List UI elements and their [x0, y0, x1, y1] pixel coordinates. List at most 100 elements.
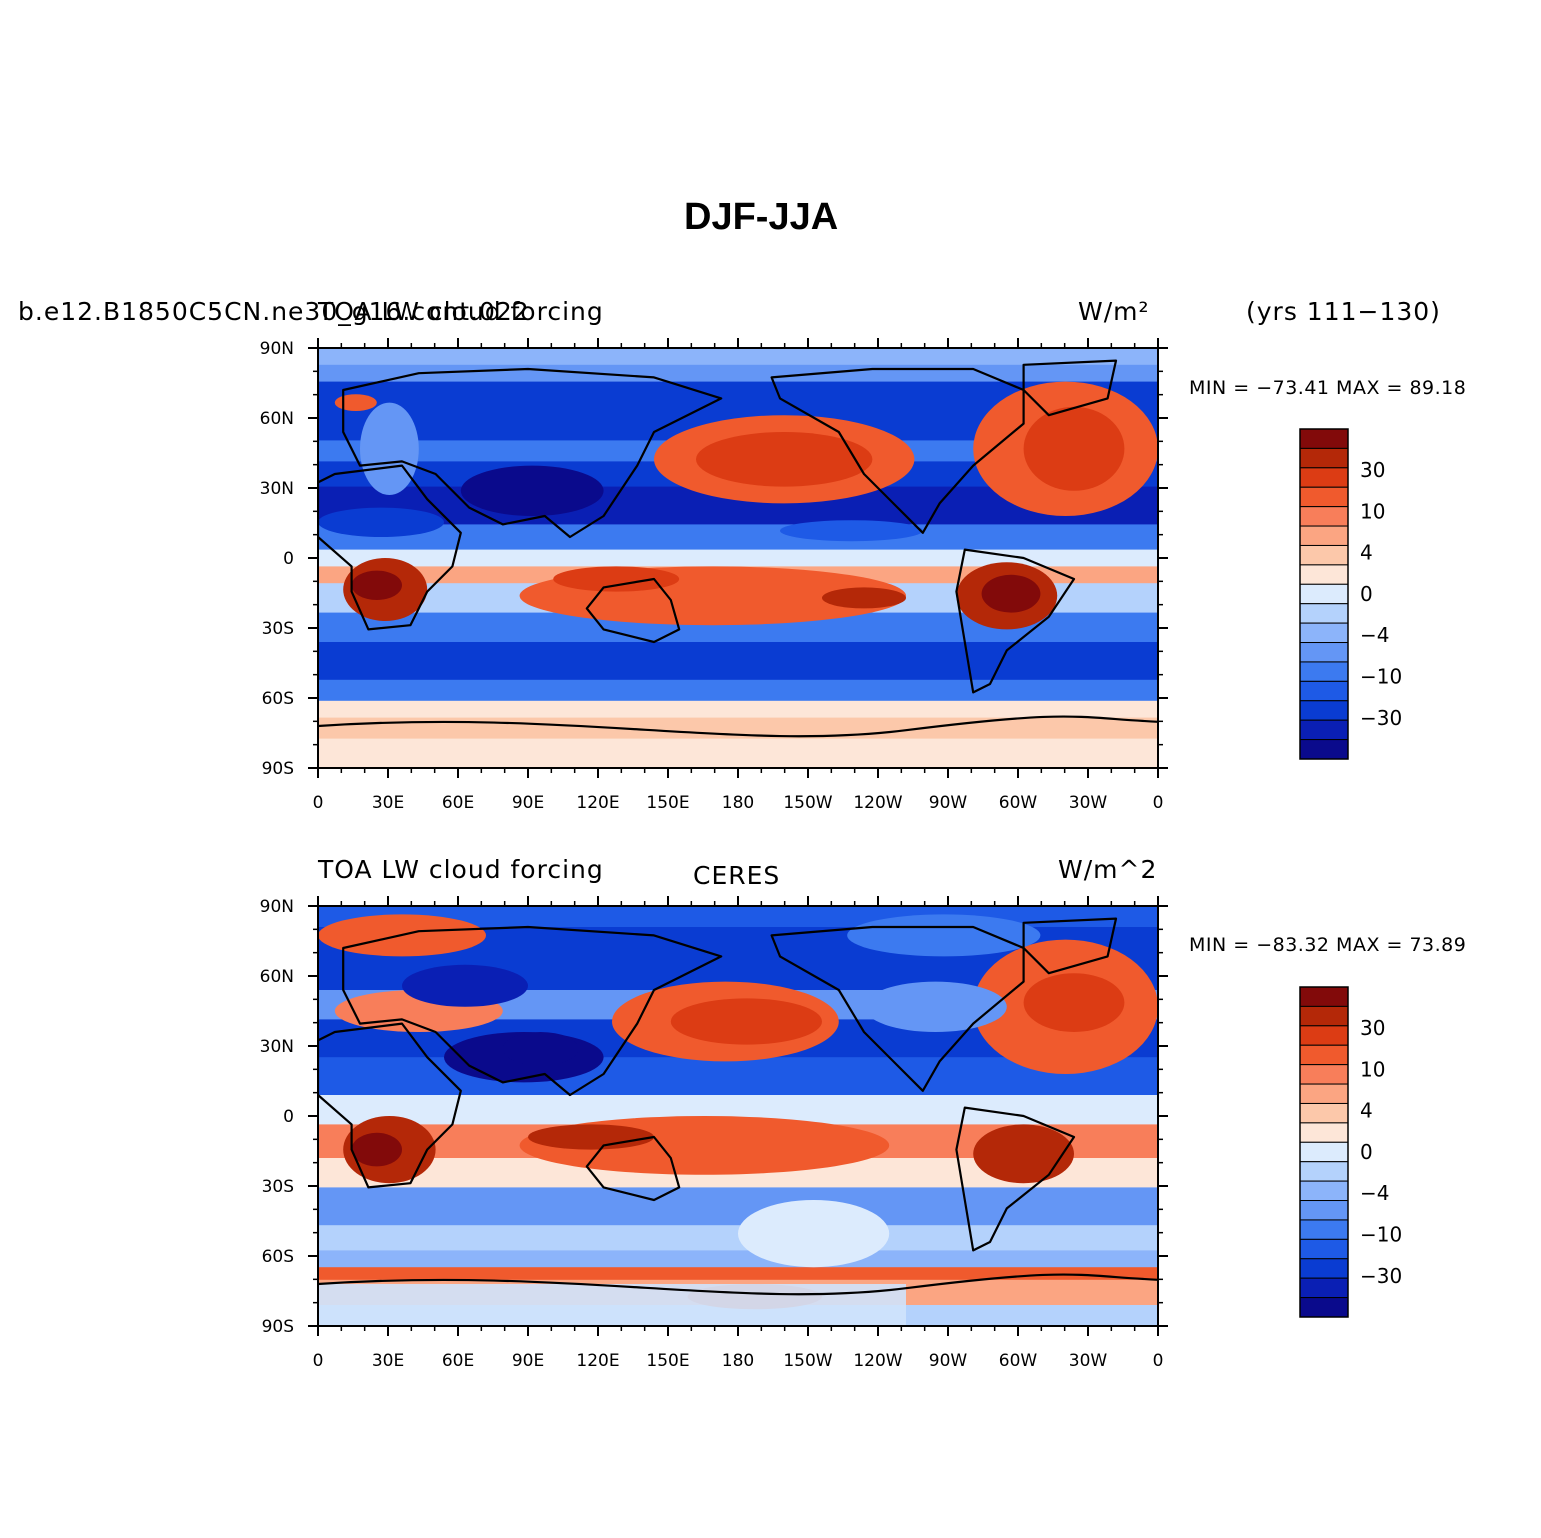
- colorbar-2: 30 10 4 0 −4 −10 −30: [1299, 986, 1402, 1318]
- contour-band: [318, 1187, 1158, 1227]
- contour-region: [822, 587, 906, 609]
- lon-label: 0: [1153, 793, 1164, 813]
- coastline-greenland: [1022, 359, 1118, 417]
- lon-label: 150W: [783, 793, 832, 813]
- colorbar-swatch: [1299, 1102, 1349, 1124]
- lon-label: 120E: [576, 1351, 619, 1371]
- lon-label: 90E: [512, 793, 544, 813]
- lon-label: 30W: [1069, 793, 1108, 813]
- colorbar-label: 0: [1360, 582, 1373, 606]
- coastline-north-america: [770, 925, 1025, 1092]
- coastline-south-america: [955, 548, 1076, 694]
- colorbar-swatch: [1299, 506, 1349, 527]
- colorbar-label: −4: [1360, 623, 1389, 647]
- colorbar-swatch: [1299, 1141, 1349, 1163]
- panel2-units: W/m^2: [1058, 855, 1158, 884]
- map-panel-2: 90N 60N 30N 0 30S 60S 90S 0 30E 60E 90E 120E 150E 180…: [260, 896, 1168, 1371]
- contour-region: [402, 964, 528, 1007]
- lon-label: 90W: [929, 1351, 968, 1371]
- contour-band: [318, 549, 1158, 568]
- contour-region: [670, 998, 823, 1045]
- panel1-min-max: MIN = −73.41 MAX = 89.18: [1189, 377, 1467, 399]
- coastline-australia: [585, 577, 681, 644]
- coastline-africa: [318, 464, 462, 631]
- lon-label: 90W: [929, 793, 968, 813]
- contour-region: [1023, 973, 1125, 1032]
- colorbar-swatch: [1299, 1161, 1349, 1182]
- colorbar-swatch: [1299, 622, 1349, 644]
- contour-region: [553, 566, 680, 592]
- contour-region: [696, 432, 873, 487]
- lon-label: 30E: [372, 1351, 404, 1371]
- lon-label: 0: [1153, 1351, 1164, 1371]
- contour-region: [334, 394, 377, 411]
- contour-region: [1023, 406, 1125, 491]
- lon-label: 0: [313, 1351, 324, 1371]
- colorbar-label: 0: [1360, 1140, 1373, 1164]
- lat-label: 0: [283, 549, 294, 569]
- panel1-variable-label: TOA LW cloud forcing: [318, 297, 604, 326]
- coastlines: [318, 359, 1158, 738]
- lon-label: 150W: [783, 1351, 832, 1371]
- colorbar-frame: [1299, 986, 1349, 1318]
- panel2-min-max: MIN = −83.32 MAX = 73.89: [1189, 934, 1467, 956]
- contour-band: [318, 524, 1158, 551]
- lon-label: 180: [722, 793, 754, 813]
- contour-band: [318, 1250, 1158, 1269]
- coastline-greenland: [1022, 917, 1118, 975]
- lat-label: 30N: [260, 1037, 294, 1057]
- lon-label: 30W: [1069, 1351, 1108, 1371]
- lon-label: 30E: [372, 793, 404, 813]
- lat-label: 30S: [262, 1177, 294, 1197]
- contour-band: [318, 700, 1158, 719]
- coastline-south-america: [955, 1106, 1076, 1252]
- colorbar-swatch: [1299, 1219, 1349, 1240]
- contour-band: [318, 1225, 1158, 1252]
- panel2-source-label: CERES: [693, 861, 781, 890]
- colorbar-swatch: [1299, 1122, 1349, 1143]
- contour-band: [318, 738, 1158, 768]
- colorbar-swatch: [1299, 700, 1349, 721]
- coastline-antarctica: [318, 1273, 1158, 1296]
- contour-region: [460, 465, 604, 516]
- contour-region: [981, 574, 1041, 613]
- colorbar-label: 10: [1360, 499, 1385, 523]
- panel1-units: W/m²: [1078, 297, 1150, 326]
- lat-label: 90N: [260, 897, 294, 917]
- lat-label: 90S: [262, 759, 294, 779]
- lat-label: 60N: [260, 967, 294, 987]
- colorbar-swatch: [1299, 986, 1349, 1007]
- map-panel-1: 90N 60N 30N 0 30S 60S 90S 0 30E 60E 90E 120E 150E 180…: [260, 338, 1168, 813]
- colorbar-label: 30: [1360, 1016, 1385, 1040]
- lon-label: 150E: [646, 1351, 689, 1371]
- contour-region: [502, 1032, 579, 1066]
- contour-fill: [318, 906, 1158, 1326]
- lat-label: 30S: [262, 619, 294, 639]
- colorbar-swatch: [1299, 583, 1349, 605]
- panel1-case-label: b.e12.B1850C5CN.ne30_g16.cont.022: [18, 297, 530, 326]
- colorbar-swatch: [1299, 739, 1349, 760]
- lon-label: 60E: [442, 793, 474, 813]
- colorbar-swatch: [1299, 642, 1349, 663]
- contour-region: [360, 402, 419, 495]
- contour-fill: [318, 348, 1158, 768]
- colorbar-label: −10: [1360, 665, 1402, 689]
- coastline-africa: [318, 1022, 462, 1189]
- colorbar-swatch: [1299, 1277, 1349, 1299]
- lat-label: 60N: [260, 409, 294, 429]
- contour-region: [351, 570, 402, 600]
- contour-band: [318, 364, 1158, 383]
- contour-region: [973, 1124, 1074, 1184]
- colorbar-swatch: [1299, 603, 1349, 624]
- colorbar-swatch: [1299, 564, 1349, 585]
- contour-region: [864, 981, 1007, 1032]
- lat-label: 60S: [262, 689, 294, 709]
- coastline-australia: [585, 1135, 681, 1202]
- contour-region: [738, 1200, 890, 1268]
- colorbar-label: 4: [1360, 541, 1373, 565]
- colorbar-swatch: [1299, 1238, 1349, 1260]
- lon-label: 120W: [853, 1351, 902, 1371]
- lat-label: 90S: [262, 1317, 294, 1337]
- lon-label: 90E: [512, 1351, 544, 1371]
